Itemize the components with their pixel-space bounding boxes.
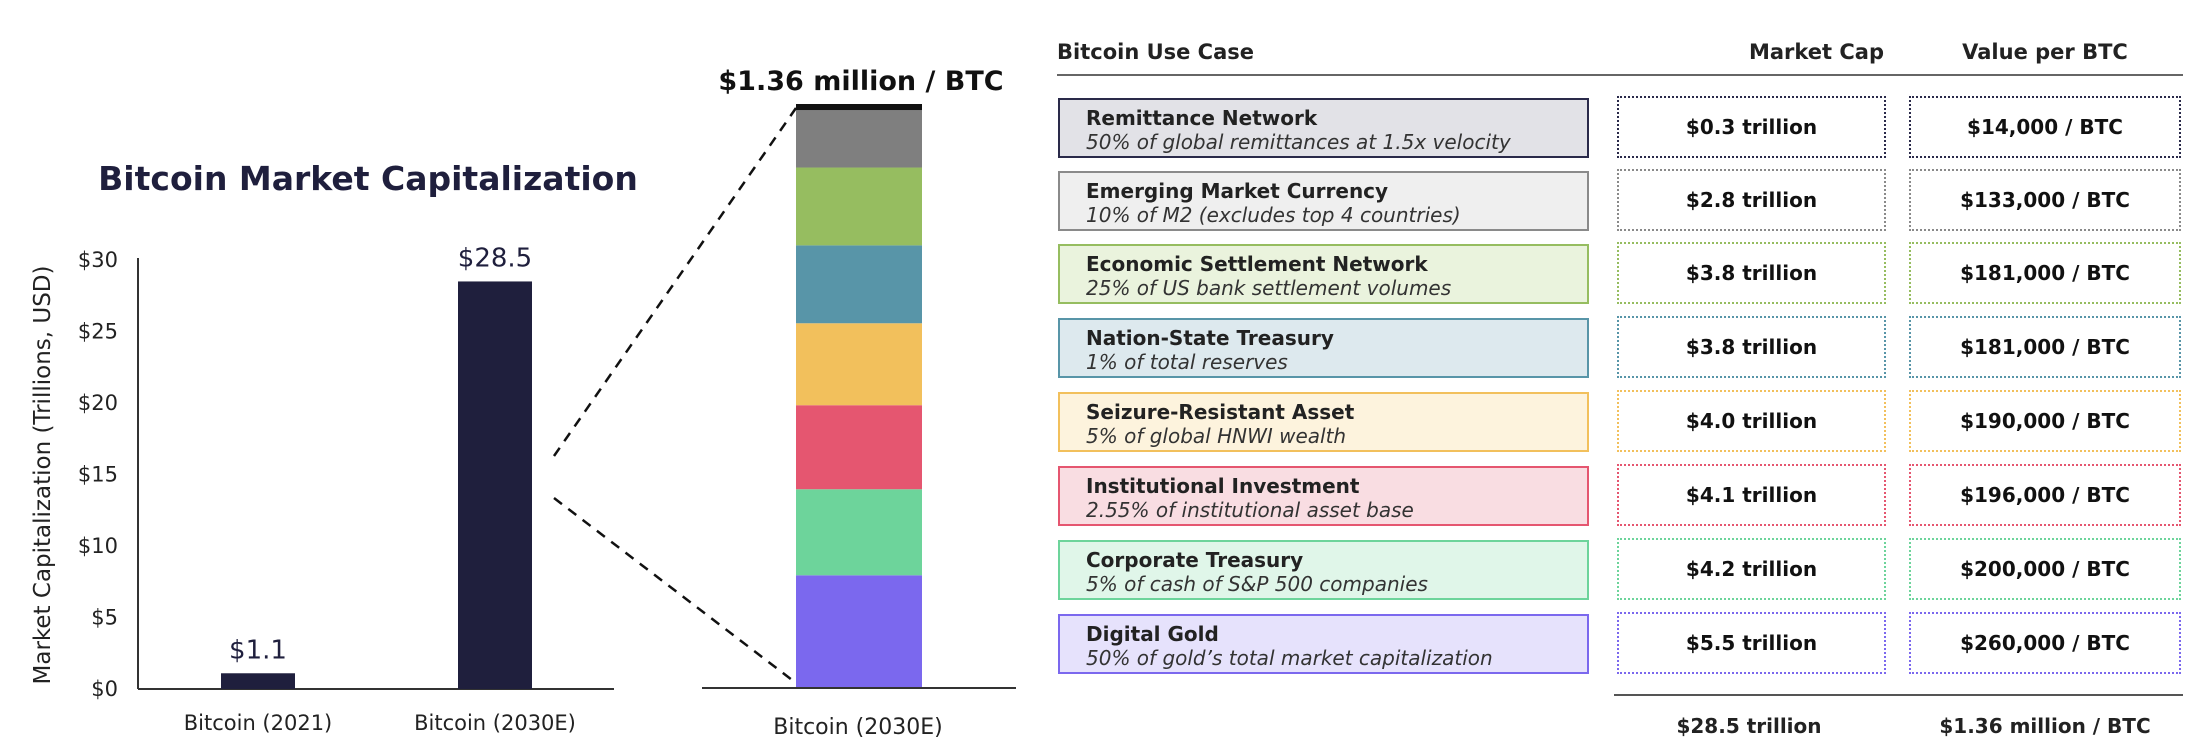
market-cap-cell: $4.1 trillion	[1617, 464, 1886, 526]
value-per-btc-cell: $133,000 / BTC	[1909, 169, 2181, 231]
use-case-assumption: 5% of cash of S&P 500 companies	[1086, 572, 1428, 596]
use-case-assumption: 10% of M2 (excludes top 4 countries)	[1086, 203, 1461, 227]
x-tick-label: Bitcoin (2021)	[184, 711, 333, 735]
stacked-x-tick-label: Bitcoin (2030E)	[773, 715, 943, 740]
use-case-box: Economic Settlement Network 25% of US ban…	[1058, 244, 1589, 304]
value-per-btc-cell: $14,000 / BTC	[1909, 96, 2181, 158]
use-case-assumption: 1% of total reserves	[1086, 350, 1288, 374]
total-market-cap: $28.5 trillion	[1676, 714, 1822, 738]
market-cap-cell: $3.8 trillion	[1617, 316, 1886, 378]
use-case-title: Digital Gold	[1086, 622, 1219, 646]
stack-segment	[796, 110, 922, 168]
use-case-box: Digital Gold 50% of gold’s total market c…	[1058, 614, 1589, 674]
value-per-btc-cell: $181,000 / BTC	[1909, 242, 2181, 304]
stack-segment	[796, 575, 922, 688]
y-axis-ticks: $0 $5 $10 $15 $20 $25 $30	[78, 248, 118, 701]
header-market-cap: Market Cap	[1748, 40, 1884, 64]
market-cap-bar-chart: Bitcoin Market Capitalization Market Cap…	[30, 159, 638, 735]
bar-data-label: $1.1	[229, 635, 287, 665]
value-per-btc-cell: $196,000 / BTC	[1909, 464, 2181, 526]
use-case-assumption: 5% of global HNWI wealth	[1086, 424, 1347, 448]
stack-segment	[796, 104, 922, 111]
header-divider	[1057, 74, 2183, 76]
use-case-title: Economic Settlement Network	[1086, 252, 1428, 276]
value-per-btc-cell: $181,000 / BTC	[1909, 316, 2181, 378]
use-case-box: Seizure-Resistant Asset 5% of global HNWI…	[1058, 392, 1589, 452]
use-case-box: Corporate Treasury 5% of cash of S&P 500 …	[1058, 540, 1589, 600]
market-cap-cell: $0.3 trillion	[1617, 96, 1886, 158]
zoom-line-bottom	[553, 497, 797, 684]
stack-segment	[796, 245, 922, 324]
stacked-chart-title: $1.36 million / BTC	[718, 66, 1003, 97]
value-per-btc-cell: $190,000 / BTC	[1909, 390, 2181, 452]
bar	[458, 281, 532, 689]
header-value-per-btc: Value per BTC	[1962, 40, 2128, 64]
stacked-bar-chart: $1.36 million / BTC Bitcoin (2030E)	[552, 66, 1016, 740]
use-case-assumption: 50% of gold’s total market capitalizatio…	[1086, 646, 1493, 670]
bar-data-label: $28.5	[458, 243, 532, 273]
zoom-line-top	[552, 107, 798, 457]
use-case-title: Corporate Treasury	[1086, 548, 1304, 572]
chart-title: Bitcoin Market Capitalization	[98, 159, 638, 198]
market-cap-cell: $5.5 trillion	[1617, 612, 1886, 674]
market-cap-cell: $3.8 trillion	[1617, 242, 1886, 304]
use-case-title: Institutional Investment	[1086, 474, 1360, 498]
y-tick-label: $30	[78, 248, 118, 272]
x-tick-label: Bitcoin (2030E)	[414, 711, 576, 735]
y-tick-label: $10	[78, 534, 118, 558]
use-case-box: Institutional Investment 2.55% of institu…	[1058, 466, 1589, 526]
stack-segment	[796, 323, 922, 406]
stack-segment	[796, 167, 922, 246]
y-axis-label: Market Capitalization (Trillions, USD)	[30, 266, 56, 685]
stack-segment	[796, 489, 922, 576]
total-divider	[1614, 694, 2183, 696]
use-case-assumption: 25% of US bank settlement volumes	[1086, 276, 1452, 300]
total-value-per-btc: $1.36 million / BTC	[1939, 714, 2151, 738]
use-case-title: Seizure-Resistant Asset	[1086, 400, 1355, 424]
use-case-box: Remittance Network 50% of global remittan…	[1058, 98, 1589, 158]
use-case-box: Emerging Market Currency 10% of M2 (exclu…	[1058, 171, 1589, 231]
use-case-assumption: 2.55% of institutional asset base	[1086, 498, 1414, 522]
use-case-assumption: 50% of global remittances at 1.5x veloci…	[1086, 130, 1511, 154]
stack-segment	[796, 405, 922, 490]
value-per-btc-cell: $260,000 / BTC	[1909, 612, 2181, 674]
y-tick-label: $20	[78, 391, 118, 415]
y-tick-label: $15	[78, 463, 118, 487]
bar	[221, 673, 295, 689]
y-tick-label: $25	[78, 320, 118, 344]
use-case-box: Nation-State Treasury 1% of total reserve…	[1058, 318, 1589, 378]
y-tick-label: $0	[91, 677, 118, 701]
header-use-case: Bitcoin Use Case	[1057, 40, 1255, 64]
market-cap-cell: $4.0 trillion	[1617, 390, 1886, 452]
market-cap-cell: $2.8 trillion	[1617, 169, 1886, 231]
use-case-title: Remittance Network	[1086, 106, 1318, 130]
use-case-title: Nation-State Treasury	[1086, 326, 1334, 350]
bars: $1.1 Bitcoin (2021) $28.5 Bitcoin (2030E)	[184, 243, 576, 735]
value-per-btc-cell: $200,000 / BTC	[1909, 538, 2181, 600]
use-case-title: Emerging Market Currency	[1086, 179, 1389, 203]
market-cap-cell: $4.2 trillion	[1617, 538, 1886, 600]
y-tick-label: $5	[91, 606, 118, 630]
stack-segments	[796, 104, 922, 688]
